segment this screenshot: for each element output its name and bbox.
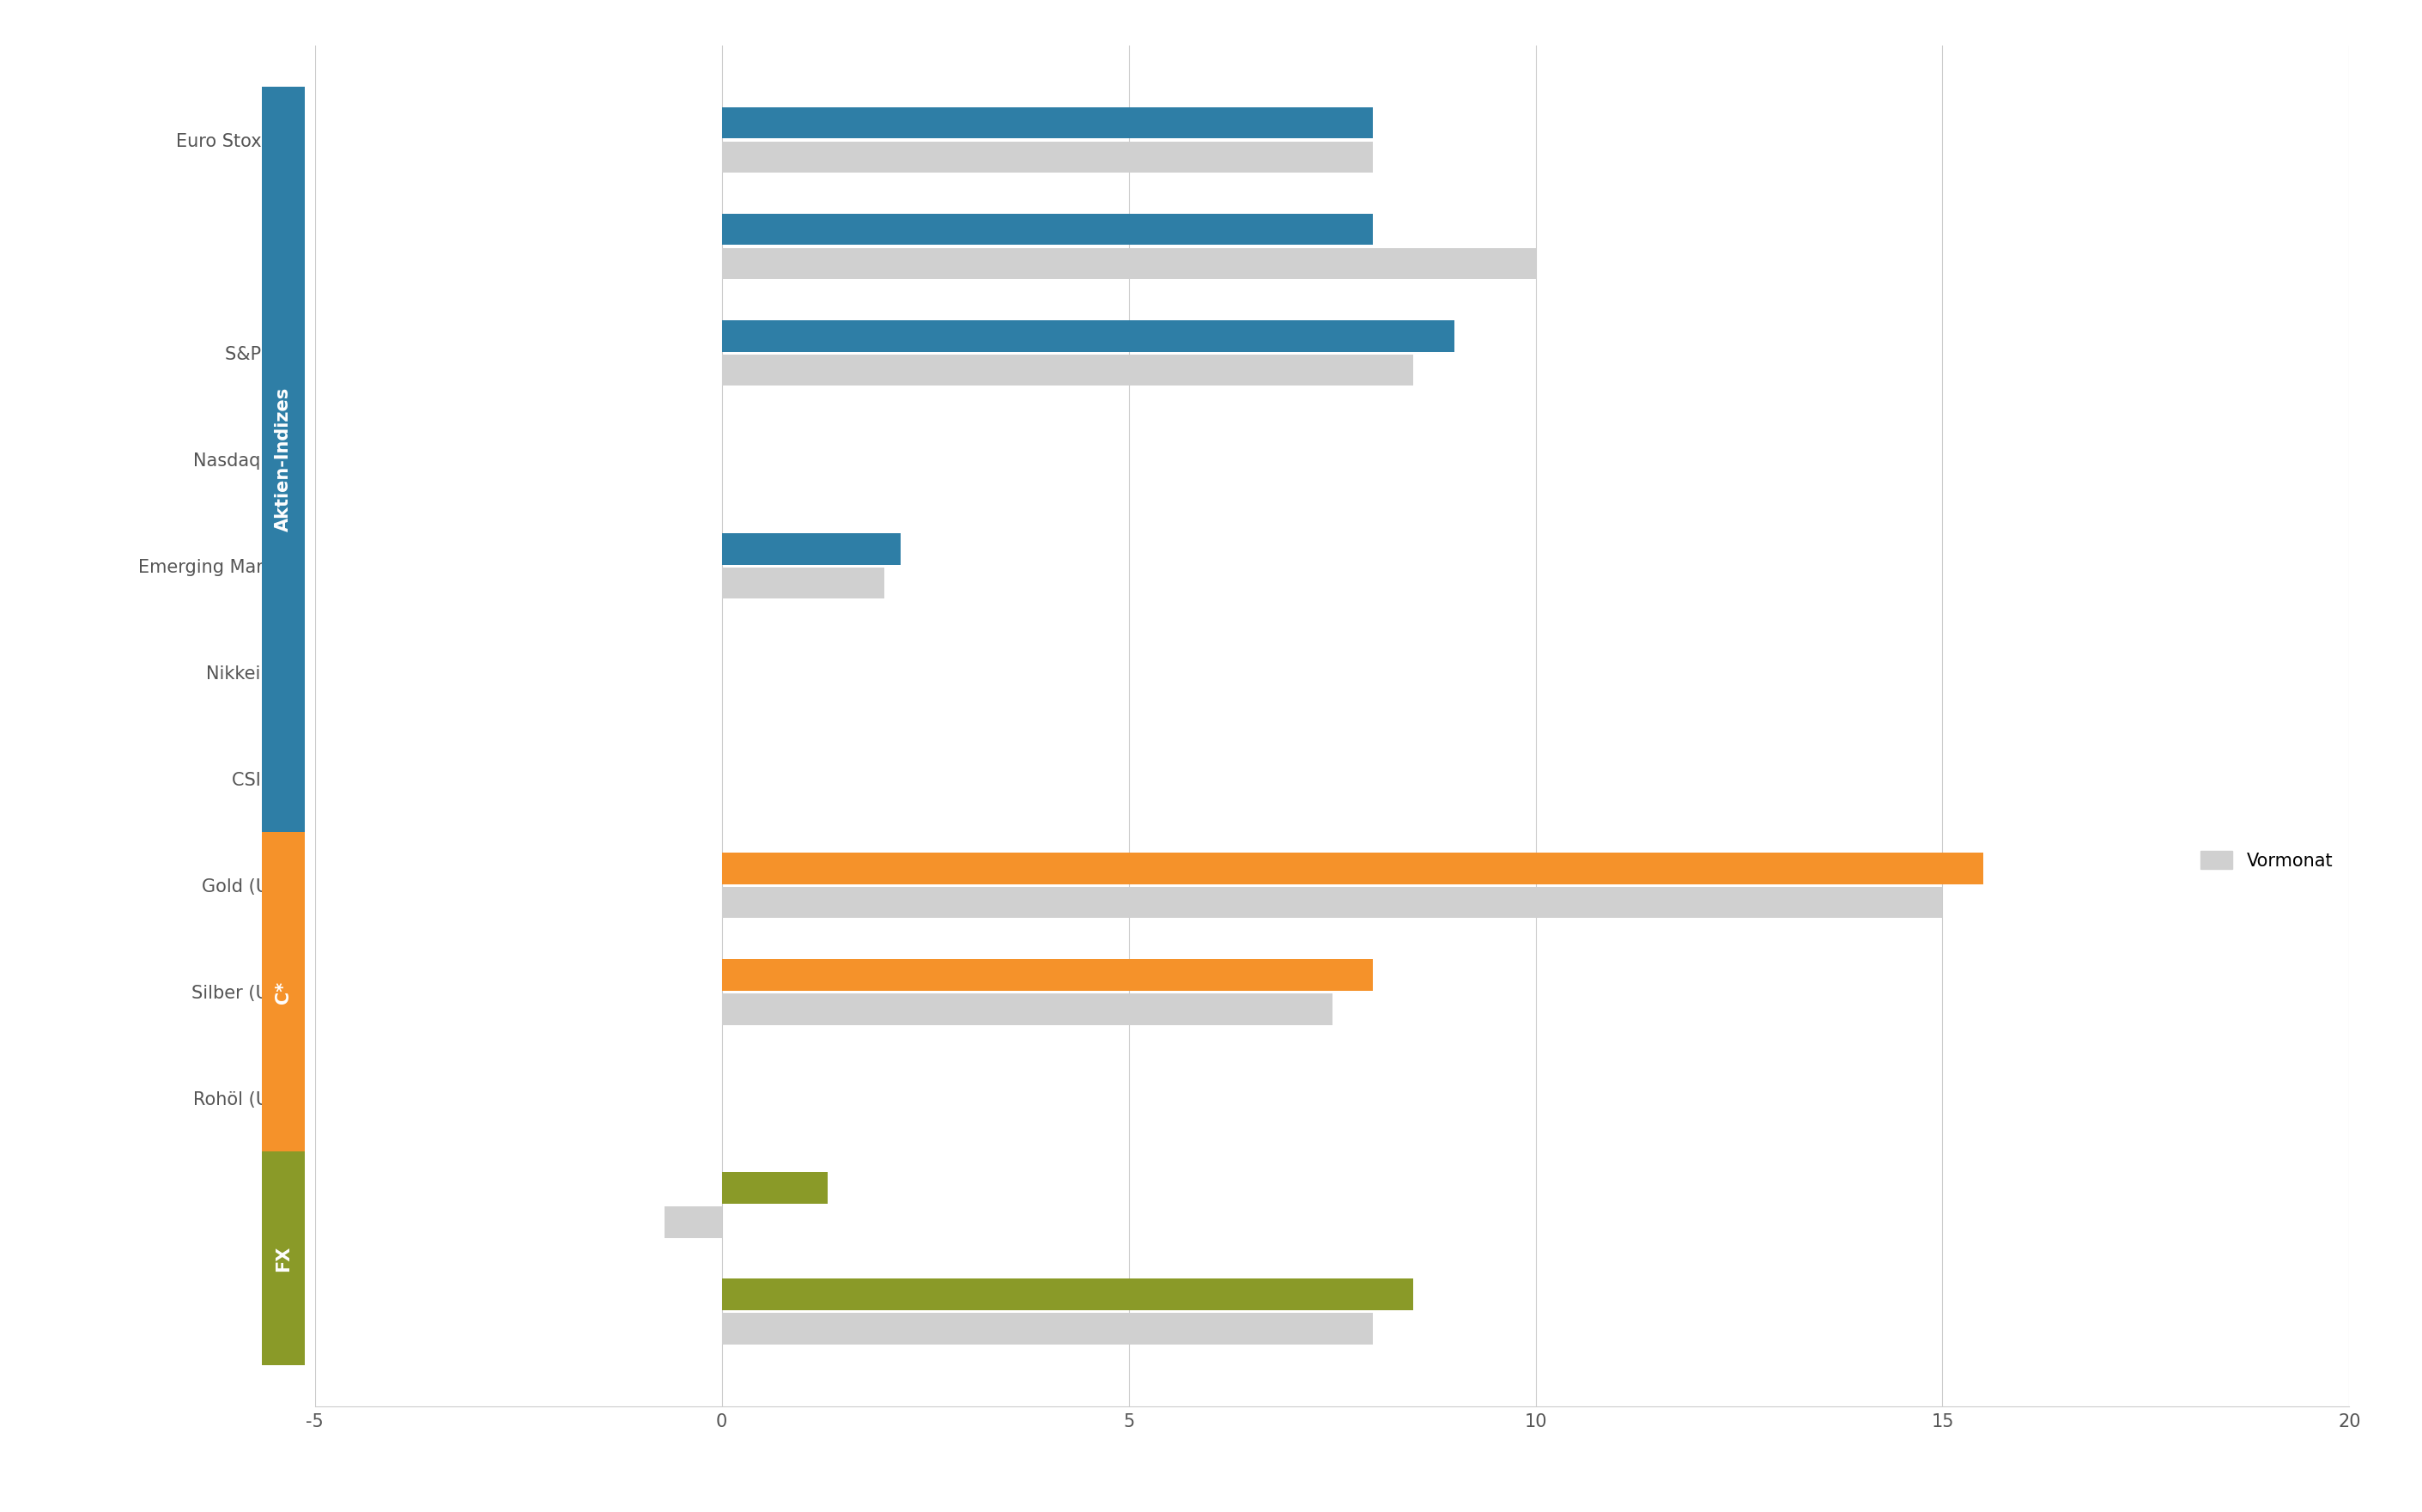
Bar	[722, 1312, 1373, 1344]
Bar	[722, 1172, 828, 1204]
Bar	[722, 248, 1536, 280]
Bar	[722, 141, 1373, 172]
Bar	[722, 888, 1942, 918]
Bar	[722, 534, 901, 564]
Bar	[722, 354, 1414, 386]
Text: C*: C*	[274, 981, 293, 1004]
Bar	[722, 959, 1373, 990]
Bar	[722, 853, 1984, 885]
Bar	[664, 1207, 722, 1238]
Legend: Vormonat: Vormonat	[2194, 844, 2340, 877]
Text: FX: FX	[274, 1246, 293, 1272]
Text: Aktien-Indizes: Aktien-Indizes	[274, 387, 293, 532]
Bar	[722, 107, 1373, 139]
Bar	[722, 1279, 1414, 1311]
Bar	[722, 993, 1332, 1025]
Bar	[722, 321, 1453, 352]
Bar	[722, 567, 884, 599]
Bar	[722, 213, 1373, 245]
